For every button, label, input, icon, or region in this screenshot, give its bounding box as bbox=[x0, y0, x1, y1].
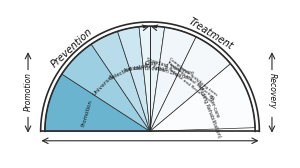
Wedge shape bbox=[150, 27, 196, 131]
Text: Recovery: Recovery bbox=[268, 73, 277, 109]
Text: Standard Treatment
for Known Disorders: Standard Treatment for Known Disorders bbox=[144, 57, 194, 81]
Text: Selective: Selective bbox=[109, 65, 134, 80]
Wedge shape bbox=[62, 44, 150, 131]
Wedge shape bbox=[45, 74, 150, 131]
Text: Treatment: Treatment bbox=[187, 16, 235, 52]
Wedge shape bbox=[139, 26, 165, 131]
Text: Promotion: Promotion bbox=[81, 99, 94, 127]
Text: Universal: Universal bbox=[92, 74, 115, 97]
Wedge shape bbox=[150, 64, 255, 131]
Text: Compliance with Long-term
Treatment (Goal: Reduction
in Relapse and Recurrence): Compliance with Long-term Treatment (Goa… bbox=[163, 56, 218, 103]
Wedge shape bbox=[150, 37, 230, 131]
Text: Case
Identification: Case Identification bbox=[134, 61, 169, 72]
Text: Indicated: Indicated bbox=[124, 62, 149, 73]
Text: After-care
(including Rehabilitation): After-care (including Rehabilitation) bbox=[195, 77, 227, 139]
Wedge shape bbox=[118, 27, 150, 131]
Wedge shape bbox=[91, 31, 150, 131]
Text: Promotion: Promotion bbox=[23, 72, 32, 111]
Text: Prevention: Prevention bbox=[49, 26, 94, 69]
